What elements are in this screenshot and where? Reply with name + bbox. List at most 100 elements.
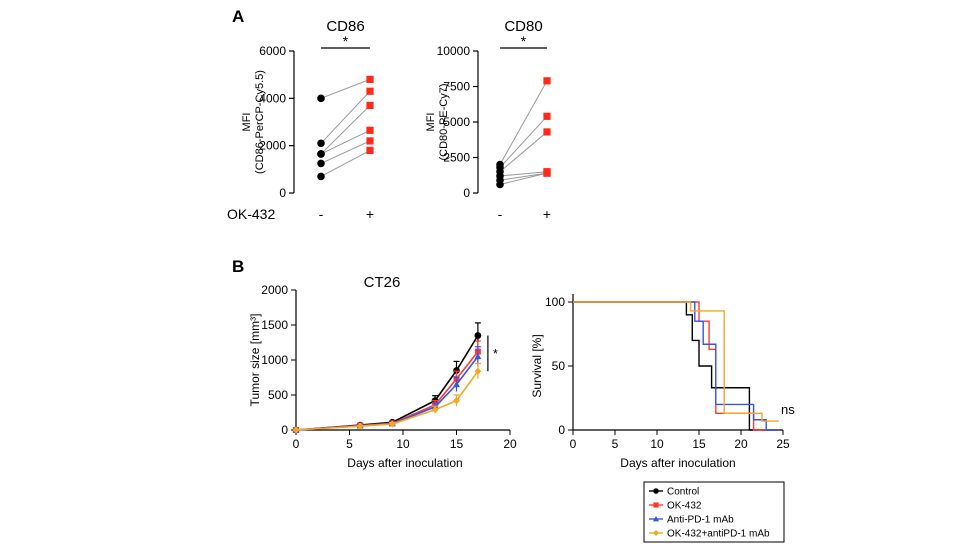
survival-curve [573,301,775,431]
before-point [317,159,325,168]
before-point [496,180,504,189]
pair-line [499,171,548,177]
x-axis-label: OK-432 [227,206,275,222]
category-label: + [366,206,374,222]
pair-line [499,172,548,185]
x-tick-label: 10 [396,437,410,451]
panel-label-a: A [232,7,244,26]
after-point [366,101,374,110]
x-tick-label: 25 [776,437,790,451]
significance-mark: * [343,33,349,49]
before-point [317,172,325,181]
survival-curve [573,301,775,431]
chart-title: CD80 [504,18,542,35]
y-tick-label: 100 [545,295,565,309]
pair-line [320,78,371,99]
data-point [474,352,482,360]
after-point [366,137,374,145]
legend-box [643,481,785,543]
cd80-chart: 0 2500 5000 7500 10000 CD80* MFI(CD80-PE-Cy7) -… [425,18,551,222]
data-point [453,397,460,405]
y-axis-label: MFI(CD86-PerCP-Cy5.5) [241,70,266,174]
x-tick-label: 15 [450,437,464,451]
pair-line [320,129,371,155]
legend-label: Anti-PD-1 mAb [667,515,734,526]
legend-label: OK-432+antiPD-1 mAb [667,529,770,540]
survival-curve [573,301,779,422]
data-point [388,420,396,428]
after-point [543,112,551,120]
after-point [543,169,551,177]
before-point [317,94,325,103]
significance-mark: ns [781,402,795,417]
data-point [431,406,439,414]
y-tick-label: 1500 [261,318,288,332]
chart-title: CD86 [326,18,364,35]
data-point [453,380,460,388]
x-axis-label: Days after inoculation [347,456,462,470]
after-point [366,146,374,154]
after-point [543,77,551,85]
y-tick-label: 500 [268,388,288,402]
series-line [295,335,479,431]
y-tick-label: 7500 [443,80,470,94]
survival-chart: 0 50 100 0 5 10 15 20 25 Days after inoculation Su… [530,294,795,470]
pair-line [499,131,548,173]
x-tick-label: 10 [650,437,664,451]
y-axis-label-line: MFI [425,113,437,132]
legend-marker [653,516,659,522]
y-tick-label: 4000 [259,91,286,105]
legend-marker [653,530,659,536]
y-tick-label: 2000 [259,139,286,153]
before-point [317,150,325,158]
data-point [453,367,460,374]
category-label: - [498,206,503,222]
legend-label: Control [667,487,699,498]
survival-curve [573,301,775,431]
legend-marker [653,502,659,508]
x-tick-label: 0 [293,437,300,451]
y-tick-label: 0 [281,423,288,437]
x-tick-label: 0 [570,437,577,451]
y-tick-label: 1000 [261,353,288,367]
y-tick-label: 2000 [261,283,288,297]
x-tick-label: 15 [692,437,706,451]
y-tick-label: 2500 [443,151,470,165]
x-tick-label: 5 [612,437,619,451]
tumor-size-chart: 0 500 1000 1500 2000 0 5 10 15 20 CT26 Days after i… [248,274,517,470]
category-label: + [543,206,551,222]
significance-mark: * [521,33,527,49]
legend-label: OK-432 [667,501,702,512]
panel-label-b: B [232,257,244,276]
y-axis-label: Survival [%] [530,334,544,397]
significance-mark: * [493,346,498,361]
legend: Control OK-432 Anti-PD-1 mAb OK-432+antiPD-… [643,481,785,543]
y-axis-label-line: (CD80-PE-Cy7) [438,83,450,160]
pair-line [320,149,371,177]
data-point [292,426,300,434]
after-point [543,128,551,136]
pair-line [320,90,371,144]
x-tick-label: 5 [346,437,353,451]
before-point [317,139,325,148]
after-point [366,87,374,95]
x-tick-label: 20 [734,437,748,451]
data-point [474,332,482,339]
y-axis-label: Tumor size [mm³] [248,314,262,407]
pair-line [320,140,371,164]
y-tick-label: 0 [558,423,565,437]
y-tick-label: 0 [463,186,470,200]
y-axis-label: MFI(CD80-PE-Cy7) [425,83,450,160]
pair-line [320,105,371,155]
cd86-chart: 0 2000 4000 6000 CD86* MFI(CD86-PerCP-Cy5.5) -… [227,18,374,222]
x-axis-label: Days after inoculation [620,456,735,470]
x-tick-label: 20 [503,437,517,451]
after-point [366,126,374,134]
y-tick-label: 6000 [259,44,286,58]
pair-line [499,172,548,181]
y-axis-label-line: (CD86-PerCP-Cy5.5) [254,70,266,174]
y-tick-label: 5000 [443,115,470,129]
series-line [295,370,479,431]
data-point [356,422,364,430]
